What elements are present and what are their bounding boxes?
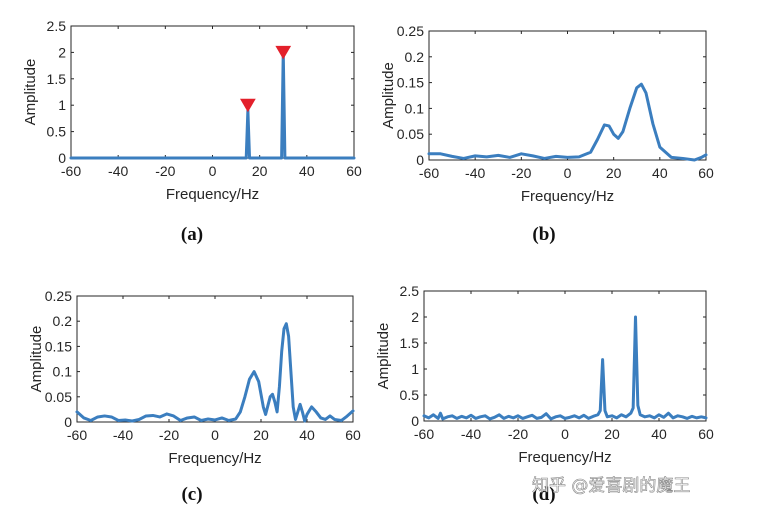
y-tick-label: 0.15 [45, 338, 72, 354]
y-tick-label: 0.25 [45, 288, 72, 304]
series-line [427, 82, 708, 162]
chart-panel-d: -60 -40 -20 0 20 40 60 0 0.5 1 1.5 2 2.5 Frequency/Hz… [375, 283, 714, 505]
series-line [75, 322, 355, 423]
x-tick-label: 0 [211, 427, 219, 443]
x-tick-label: -20 [511, 165, 531, 181]
x-tick-label: -40 [465, 165, 485, 181]
x-tick-label: -60 [419, 165, 439, 181]
y-tick-label: 0.5 [400, 387, 420, 403]
panel-caption: (a) [181, 224, 203, 245]
y-tick-label: 1 [58, 97, 66, 113]
y-tick-label: 0.25 [397, 23, 424, 39]
chart-panel-c: -60 -40 -20 0 20 40 60 0 0.05 0.1 0.15 0.2 0.25 Frequ… [28, 288, 361, 505]
watermark-text: 知乎 @爱喜剧的魔王 [532, 476, 690, 496]
panel-caption: (b) [532, 224, 555, 245]
y-tick-label: 0.5 [47, 124, 67, 140]
x-tick-label: -40 [113, 427, 133, 443]
series-line [69, 50, 356, 160]
x-axis-label: Frequency/Hz [518, 449, 611, 466]
axes-box [423, 290, 707, 422]
y-tick-label: 1 [411, 361, 419, 377]
chart-panel-a: -60 -40 -20 0 20 40 60 0 0.5 1 1.5 2 2.5 Frequency/Hz… [22, 18, 362, 245]
x-tick-label: -20 [508, 426, 528, 442]
y-tick-label: 1.5 [400, 335, 420, 351]
y-tick-label: 0.05 [45, 389, 72, 405]
x-tick-label: 60 [698, 426, 714, 442]
series-line [422, 315, 708, 421]
y-tick-label: 2 [58, 44, 66, 60]
x-tick-label: 20 [604, 426, 620, 442]
y-axis-label: Amplitude [22, 59, 39, 126]
x-tick-label: -40 [108, 163, 128, 179]
x-tick-label: 60 [346, 163, 362, 179]
x-tick-label: 0 [561, 426, 569, 442]
y-tick-label: 1.5 [47, 71, 67, 87]
x-tick-label: 40 [651, 426, 667, 442]
y-tick-label: 0 [411, 413, 419, 429]
x-tick-label: 20 [252, 163, 268, 179]
x-tick-label: 40 [652, 165, 668, 181]
y-axis-label: Amplitude [380, 62, 397, 129]
x-tick-label: 0 [564, 165, 572, 181]
y-tick-label: 0 [58, 150, 66, 166]
x-tick-label: -20 [155, 163, 175, 179]
x-axis-label: Frequency/Hz [166, 186, 259, 203]
x-tick-label: -40 [461, 426, 481, 442]
x-axis-label: Frequency/Hz [168, 450, 261, 467]
peak-marker [275, 45, 292, 60]
x-tick-label: -60 [61, 163, 81, 179]
x-tick-label: 60 [345, 427, 361, 443]
axes-box [428, 30, 707, 161]
y-tick-label: 0.05 [397, 126, 424, 142]
y-tick-label: 2.5 [47, 18, 67, 34]
x-tick-label: -20 [159, 427, 179, 443]
y-tick-label: 0 [64, 414, 72, 430]
chart-panel-b: -60 -40 -20 0 20 40 60 0 0.05 0.1 0.15 0.2 0.25 Frequ… [380, 23, 714, 245]
y-tick-label: 0.15 [397, 75, 424, 91]
x-axis-label: Frequency/Hz [521, 188, 614, 205]
y-tick-label: 2.5 [400, 283, 420, 299]
axes-box [70, 25, 355, 159]
x-tick-label: 60 [698, 165, 714, 181]
y-tick-label: 0.2 [53, 313, 73, 329]
x-tick-label: 20 [253, 427, 269, 443]
peak-marker [240, 98, 256, 113]
x-tick-label: -60 [414, 426, 434, 442]
y-axis-label: Amplitude [28, 326, 45, 393]
x-tick-label: 20 [606, 165, 622, 181]
x-tick-label: 0 [209, 163, 217, 179]
y-tick-label: 0.1 [405, 100, 425, 116]
panel-caption: (c) [181, 484, 202, 505]
y-tick-label: 0 [416, 152, 424, 168]
axes-box [76, 295, 354, 423]
y-tick-label: 0.1 [53, 364, 73, 380]
panel-caption: (d) [532, 484, 555, 505]
y-tick-label: 0.2 [405, 49, 425, 65]
y-tick-label: 2 [411, 309, 419, 325]
y-axis-label: Amplitude [375, 323, 392, 390]
x-tick-label: 40 [299, 163, 315, 179]
x-tick-label: 40 [299, 427, 315, 443]
x-tick-label: -60 [67, 427, 87, 443]
